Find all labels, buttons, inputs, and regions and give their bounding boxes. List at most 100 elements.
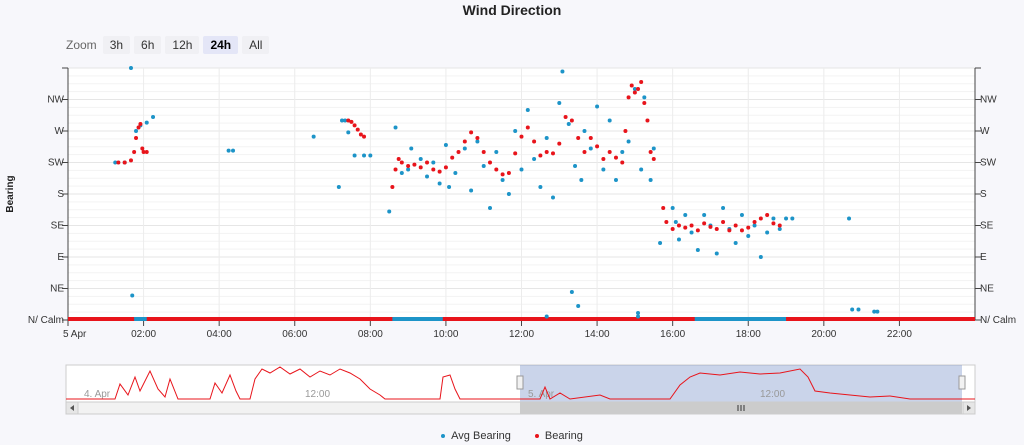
zoom-button-all[interactable]: All (242, 36, 270, 54)
avg-bearing-point (620, 150, 625, 154)
avg-bearing-point (399, 171, 404, 175)
avg-bearing-point (579, 178, 584, 182)
bearing-point (494, 167, 499, 172)
navigator-tick-label: 12:00 (305, 389, 330, 400)
bearing-point (390, 185, 395, 189)
bearing-point (450, 155, 455, 160)
bearing-point (412, 162, 417, 167)
avg-bearing-point (500, 178, 505, 182)
avg-bearing-point (642, 95, 647, 100)
navigator-handle-right (958, 375, 966, 390)
avg-bearing-point (714, 251, 719, 256)
bearing-point (777, 223, 782, 228)
avg-bearing-point (702, 213, 707, 217)
bearing-point (349, 119, 354, 124)
zoom-button-12h[interactable]: 12h (165, 36, 200, 54)
bearing-point (346, 118, 351, 123)
avg-bearing-point (651, 146, 656, 151)
avg-bearing-point (513, 129, 518, 133)
avg-bearing-point (673, 220, 678, 224)
bearing-point (144, 150, 149, 154)
avg-bearing-point (339, 118, 344, 123)
bearing-point (771, 221, 776, 226)
avg-bearing-point (352, 153, 357, 158)
x-tick-label: 10:00 (433, 329, 458, 340)
avg-bearing-point (362, 153, 367, 158)
bearing-point (576, 136, 581, 140)
bearing-point (695, 228, 700, 233)
avg-bearing-point (626, 139, 631, 144)
range-selector: Zoom 3h 6h 12h 24h All (66, 35, 270, 55)
zoom-button-24h[interactable]: 24h (203, 36, 239, 54)
bearing-point (758, 216, 763, 221)
legend-avg-label: Avg Bearing (451, 430, 511, 442)
avg-bearing-point (544, 314, 549, 319)
y-tick-label-left: E (57, 252, 64, 263)
avg-bearing-point (765, 230, 770, 235)
avg-bearing-point (443, 143, 448, 147)
avg-bearing-point (231, 148, 236, 153)
avg-bearing-point (494, 150, 499, 154)
navigator[interactable]: 4. Apr 12:00 5. Apr 12:00 (65, 364, 976, 415)
bearing-point (456, 150, 461, 154)
bearing-point (134, 136, 139, 140)
avg-bearing-point (544, 136, 549, 140)
avg-bearing-swatch-icon (441, 434, 446, 438)
avg-bearing-point (437, 181, 442, 186)
avg-bearing-point (488, 206, 493, 210)
bearing-point (437, 169, 442, 174)
bearing-point (676, 223, 681, 228)
y-tick-label-right: SE (980, 221, 994, 232)
bearing-point (651, 157, 656, 161)
bearing-point (601, 157, 606, 161)
y-axis-title: Bearing (5, 175, 16, 212)
zoom-label: Zoom (66, 38, 97, 52)
navigator-tick-label: 4. Apr (84, 389, 111, 400)
bearing-point (613, 155, 618, 160)
avg-bearing-point (566, 122, 571, 126)
navigator-tick-label: 12:00 (760, 389, 785, 400)
avg-bearing-point (128, 66, 133, 70)
avg-bearing-point (130, 293, 135, 298)
bearing-point (362, 134, 367, 139)
bearing-point (670, 227, 675, 231)
bearing-point (721, 220, 726, 224)
bearing-point (714, 227, 719, 231)
bearing-point (358, 132, 363, 137)
avg-bearing-point (676, 237, 681, 242)
y-tick-label-left: SE (51, 221, 65, 232)
avg-bearing-point (636, 314, 641, 319)
legend-item-bearing[interactable]: Bearing (534, 430, 583, 442)
bearing-point (140, 146, 145, 151)
bearing-point (500, 172, 505, 177)
avg-bearing-point (683, 213, 688, 217)
bearing-point (399, 160, 404, 165)
zoom-button-6h[interactable]: 6h (134, 36, 162, 54)
y-tick-label-right: E (980, 252, 987, 263)
bearing-point (431, 167, 436, 172)
legend-item-avg-bearing[interactable]: Avg Bearing (441, 430, 511, 442)
y-tick-label-right: N/ Calm (980, 315, 1016, 326)
avg-bearing-point (721, 206, 726, 210)
y-tick-label-left: SW (48, 158, 65, 169)
avg-bearing-point (393, 125, 398, 130)
avg-bearing-point (406, 167, 411, 172)
bearing-point (632, 90, 637, 95)
scroll-right-arrow-icon (967, 405, 971, 411)
bearing-point (393, 167, 398, 172)
y-tick-label-left: W (55, 126, 65, 137)
avg-bearing-point (453, 171, 458, 175)
avg-bearing-point (607, 118, 612, 123)
bearing-point (683, 225, 688, 230)
avg-bearing-point (658, 241, 663, 245)
bearing-swatch-icon (534, 434, 539, 438)
bearing-point (563, 115, 568, 119)
bearing-point (595, 144, 600, 149)
zoom-button-3h[interactable]: 3h (102, 36, 131, 54)
y-tick-label-left: NW (47, 95, 64, 106)
bearing-point (136, 125, 141, 130)
avg-bearing-point (134, 129, 139, 133)
avg-bearing-point (875, 309, 880, 314)
scroll-left-arrow-icon (70, 405, 74, 411)
bearing-point (352, 123, 357, 128)
